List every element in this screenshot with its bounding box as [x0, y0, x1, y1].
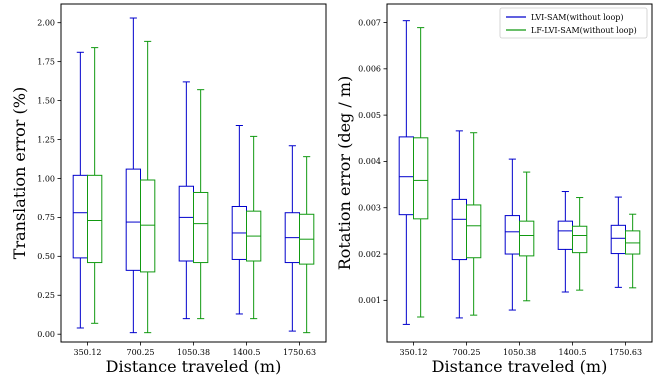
iqr-box	[610, 224, 627, 255]
iqr-box	[125, 168, 142, 271]
y-tick-label: 0.001	[358, 296, 381, 305]
legend-label-lvi-sam: LVI-SAM(without loop)	[531, 13, 624, 22]
box-lvi-sam-700.25	[451, 130, 468, 319]
box-lvi-sam-700.25	[125, 17, 142, 334]
rotation-y-axis-label: Rotation error (deg / m)	[335, 76, 354, 271]
x-tick-label: 700.25	[127, 348, 155, 357]
iqr-box	[193, 191, 209, 264]
box-lf-lvi-sam-700.25	[140, 40, 156, 334]
y-tick-label: 2.00	[37, 18, 55, 27]
iqr-box	[140, 179, 156, 273]
x-tick-label: 1750.63	[609, 348, 642, 357]
iqr-box	[572, 225, 588, 254]
iqr-box	[466, 204, 482, 259]
iqr-box	[413, 137, 429, 220]
x-tick-label: 1400.5	[559, 348, 587, 357]
box-lvi-sam-1400.5	[557, 191, 574, 293]
box-lvi-sam-1750.63	[610, 196, 627, 288]
translation-x-axis-label: Distance traveled (m)	[106, 357, 282, 376]
box-lvi-sam-1400.5	[231, 124, 248, 315]
box-lf-lvi-sam-350.12	[87, 47, 103, 324]
rotation-plot-marks: 0.001 0.002 0.003 0.004 0.005 0.006 0.007 350.1…	[358, 18, 642, 357]
box-lf-lvi-sam-1050.38	[519, 171, 535, 302]
box-lvi-sam-1050.38	[504, 158, 521, 311]
box-lvi-sam-350.12	[72, 51, 89, 329]
y-tick-label: 0.004	[358, 157, 381, 166]
box-lf-lvi-sam-1750.63	[625, 213, 641, 289]
rotation-x-axis-label: Distance traveled (m)	[432, 357, 608, 376]
box-lf-lvi-sam-1750.63	[299, 156, 315, 334]
legend-frame	[499, 7, 648, 39]
box-lvi-sam-1050.38	[178, 81, 195, 320]
iqr-box	[87, 174, 103, 264]
legend-label-lf-lvi-sam: LF-LVI-SAM(without loop)	[531, 26, 637, 35]
legend: LVI-SAM(without loop) LF-LVI-SAM(without…	[499, 7, 648, 39]
rotation-plot-frame	[386, 3, 653, 343]
box-lf-lvi-sam-700.25	[466, 132, 482, 316]
x-tick-label: 1050.38	[503, 348, 536, 357]
x-tick-label: 350.12	[400, 348, 428, 357]
translation-y-axis-label: Translation error (%)	[10, 87, 29, 259]
x-tick-label: 700.25	[453, 348, 481, 357]
x-tick-label: 1400.5	[233, 348, 261, 357]
box-lf-lvi-sam-1050.38	[193, 89, 209, 320]
y-tick-label: 0.006	[358, 65, 381, 74]
rotation-error-chart: 0.001 0.002 0.003 0.004 0.005 0.006 0.007 350.1…	[335, 3, 653, 376]
iqr-box	[451, 198, 468, 261]
iqr-box	[557, 220, 574, 250]
y-tick-label: 0.005	[358, 111, 381, 120]
y-tick-label: 0.75	[37, 213, 55, 222]
y-tick-label: 0.002	[358, 250, 381, 259]
x-tick-label: 1750.63	[283, 348, 316, 357]
y-tick-label: 1.25	[37, 135, 55, 144]
iqr-box	[504, 215, 521, 255]
box-lf-lvi-sam-1400.5	[572, 197, 588, 291]
box-lf-lvi-sam-1400.5	[246, 135, 262, 320]
box-lvi-sam-1750.63	[284, 145, 301, 332]
y-tick-label: 0.00	[37, 330, 55, 339]
box-lf-lvi-sam-350.12	[413, 27, 429, 318]
iqr-box	[519, 220, 535, 257]
box-lvi-sam-350.12	[398, 20, 415, 325]
y-tick-label: 1.00	[37, 174, 55, 183]
y-tick-label: 0.007	[358, 18, 381, 27]
iqr-box	[178, 185, 195, 262]
translation-plot-frame	[60, 3, 327, 343]
y-tick-label: 0.25	[37, 291, 55, 300]
translation-plot-marks: 0.00 0.25 0.50 0.75 1.00 1.25 1.50 1.75 2.00 350.…	[37, 17, 316, 357]
translation-error-chart: 0.00 0.25 0.50 0.75 1.00 1.25 1.50 1.75 2.00 350.…	[10, 3, 327, 376]
y-tick-label: 1.75	[37, 57, 55, 66]
y-tick-label: 0.003	[358, 204, 381, 213]
iqr-box	[398, 136, 415, 216]
y-tick-label: 0.50	[37, 252, 55, 261]
y-tick-label: 1.50	[37, 96, 55, 105]
x-tick-label: 350.12	[74, 348, 102, 357]
x-tick-label: 1050.38	[177, 348, 210, 357]
iqr-box	[72, 174, 89, 259]
